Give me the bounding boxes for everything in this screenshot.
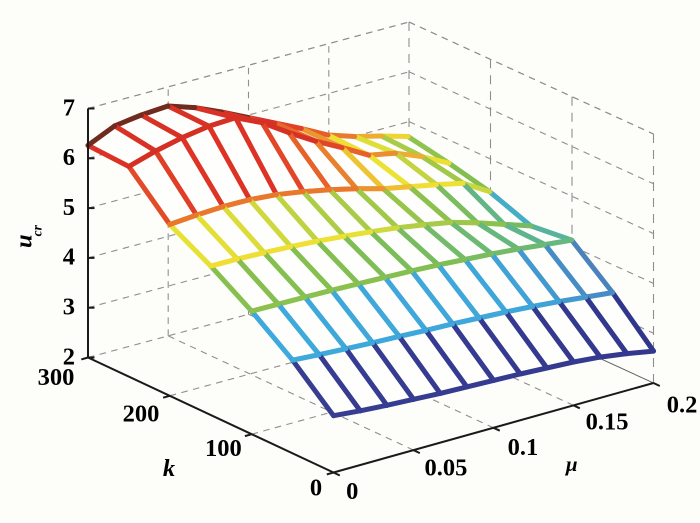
svg-text:0.2: 0.2 [667,391,698,418]
svg-text:7: 7 [63,94,75,121]
svg-text:300: 300 [38,364,75,391]
svg-text:0: 0 [310,474,322,501]
svg-text:4: 4 [63,244,75,271]
svg-text:0.1: 0.1 [508,434,539,461]
svg-text:0: 0 [346,478,358,505]
svg-text:k: k [163,455,176,482]
svg-text:3: 3 [63,294,75,321]
svg-text:5: 5 [63,194,75,221]
svg-text:100: 100 [205,435,242,462]
svg-text:2: 2 [63,343,75,370]
svg-text:0.05: 0.05 [424,455,467,482]
svg-text:0.15: 0.15 [586,408,629,435]
svg-text:μ: μ [565,452,578,476]
svg-text:6: 6 [63,144,75,171]
svg-text:200: 200 [123,400,160,427]
